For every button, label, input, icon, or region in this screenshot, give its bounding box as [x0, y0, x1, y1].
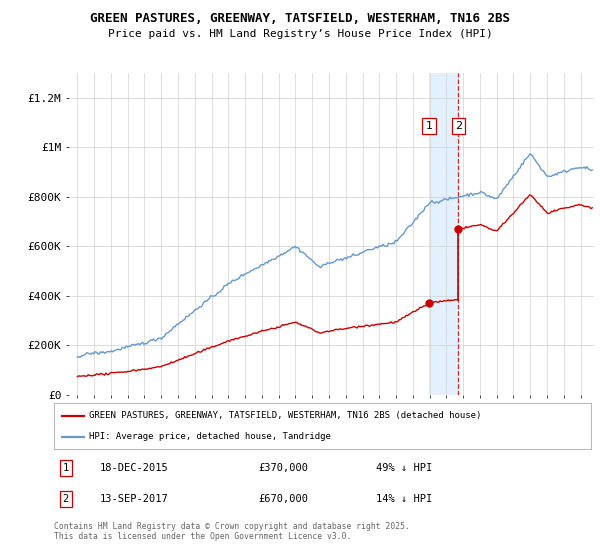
Text: 13-SEP-2017: 13-SEP-2017: [100, 494, 169, 503]
Text: HPI: Average price, detached house, Tandridge: HPI: Average price, detached house, Tand…: [89, 432, 331, 441]
Text: £670,000: £670,000: [258, 494, 308, 503]
Text: GREEN PASTURES, GREENWAY, TATSFIELD, WESTERHAM, TN16 2BS (detached house): GREEN PASTURES, GREENWAY, TATSFIELD, WES…: [89, 411, 481, 420]
Bar: [429, 73, 458, 395]
Text: 14% ↓ HPI: 14% ↓ HPI: [376, 494, 433, 503]
Text: 1: 1: [62, 464, 69, 473]
Text: 49% ↓ HPI: 49% ↓ HPI: [376, 464, 433, 473]
Text: 2: 2: [455, 121, 462, 131]
Text: GREEN PASTURES, GREENWAY, TATSFIELD, WESTERHAM, TN16 2BS: GREEN PASTURES, GREENWAY, TATSFIELD, WES…: [90, 12, 510, 25]
Text: 1: 1: [425, 121, 433, 131]
Text: £370,000: £370,000: [258, 464, 308, 473]
Text: Price paid vs. HM Land Registry’s House Price Index (HPI): Price paid vs. HM Land Registry’s House …: [107, 29, 493, 39]
Text: 2: 2: [62, 494, 69, 503]
Text: 18-DEC-2015: 18-DEC-2015: [100, 464, 169, 473]
Text: Contains HM Land Registry data © Crown copyright and database right 2025.
This d: Contains HM Land Registry data © Crown c…: [54, 522, 410, 542]
